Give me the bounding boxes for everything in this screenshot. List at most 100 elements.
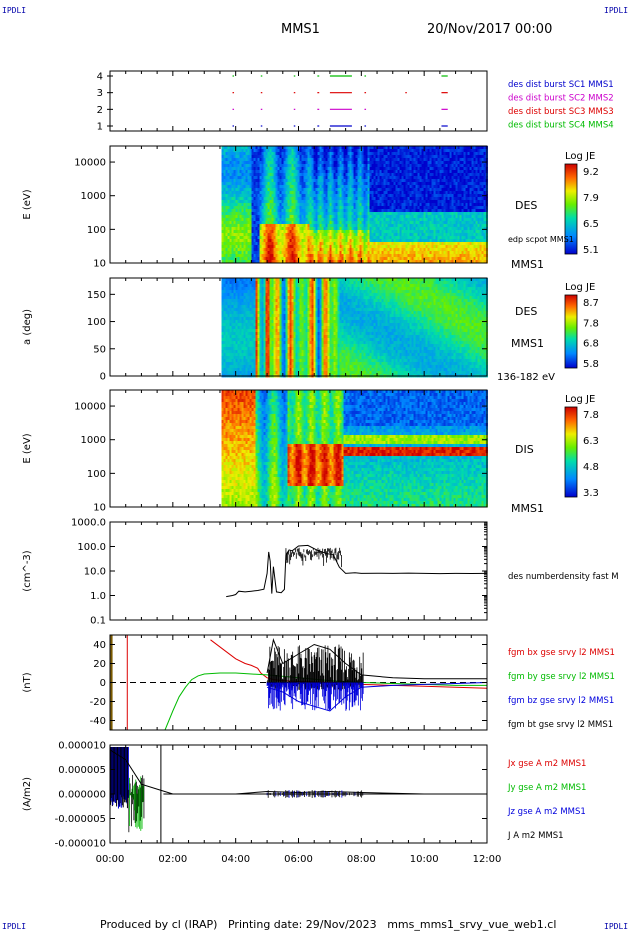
spectrogram-cell xyxy=(245,248,248,252)
spectrogram-cell xyxy=(223,170,226,174)
spectrogram-cell xyxy=(255,242,258,246)
spectrogram-cell xyxy=(251,248,254,252)
spectrogram-cell xyxy=(247,239,250,243)
spectrogram-cell xyxy=(253,194,256,198)
spectrogram-cell xyxy=(259,194,262,198)
spectrogram-cell xyxy=(223,230,226,234)
spectrogram-cell xyxy=(243,245,246,249)
spectrogram-cell xyxy=(227,206,230,210)
spectrogram-cell xyxy=(227,239,230,243)
spectrogram-cell xyxy=(223,155,226,159)
spectrogram-cell xyxy=(255,239,258,243)
spectrogram-cell xyxy=(239,146,242,150)
spectrogram-cell xyxy=(251,218,254,222)
spectrogram-cell xyxy=(243,173,246,177)
spectrogram-cell xyxy=(247,203,250,207)
spectrogram-cell xyxy=(239,203,242,207)
spectrogram-cell xyxy=(223,191,226,195)
spectrogram-cell xyxy=(243,209,246,213)
spectrogram-cell xyxy=(235,164,238,168)
spectrogram-cell xyxy=(245,242,248,246)
spectrogram-cell xyxy=(225,212,228,216)
spectrogram-cell xyxy=(229,215,232,219)
spectrogram-cell xyxy=(257,170,260,174)
spectrogram-cell xyxy=(243,257,246,261)
spectrogram-cell xyxy=(231,155,234,159)
spectrogram-cell xyxy=(245,212,248,216)
spectrogram-cell xyxy=(221,194,224,198)
spectrogram-cell xyxy=(257,260,260,264)
spectrogram-cell xyxy=(245,227,248,231)
spectrogram-cell xyxy=(243,194,246,198)
spectrogram-cell xyxy=(257,257,260,261)
spectrogram-cell xyxy=(259,209,262,213)
spectrogram-cell xyxy=(225,227,228,231)
spectrogram-cell xyxy=(239,236,242,240)
spectrogram-cell xyxy=(243,200,246,204)
spectrogram-cell xyxy=(255,170,258,174)
spectrogram-cell xyxy=(225,236,228,240)
spectrogram-cell xyxy=(237,185,240,189)
spectrogram-cell xyxy=(253,158,256,162)
spectrogram-cell xyxy=(233,173,236,177)
spectrogram-cell xyxy=(239,155,242,159)
spectrogram-cell xyxy=(235,176,238,180)
spectrogram-cell xyxy=(245,224,248,228)
spectrogram-cell xyxy=(253,188,256,192)
spectrogram-cell xyxy=(227,257,230,261)
spectrogram-cell xyxy=(235,215,238,219)
spectrogram-cell xyxy=(247,185,250,189)
spectrogram-cell xyxy=(247,257,250,261)
spectrogram-cell xyxy=(255,215,258,219)
spectrogram-cell xyxy=(231,146,234,150)
spectrogram-cell xyxy=(257,203,260,207)
spectrogram-cell xyxy=(233,257,236,261)
spectrogram-cell xyxy=(251,146,254,150)
spectrogram-cell xyxy=(251,203,254,207)
spectrogram-cell xyxy=(255,200,258,204)
spectrogram-cell xyxy=(245,221,248,225)
spectrogram-cell xyxy=(249,239,252,243)
spectrogram-cell xyxy=(221,164,224,168)
spectrogram-cell xyxy=(243,224,246,228)
spectrogram-cell xyxy=(239,206,242,210)
spectrogram-cell xyxy=(247,245,250,249)
spectrogram-cell xyxy=(235,185,238,189)
spectrogram-cell xyxy=(233,209,236,213)
spectrogram-cell xyxy=(225,149,228,153)
spectrogram-cell xyxy=(229,185,232,189)
spectrogram-cell xyxy=(255,152,258,156)
spectrogram-cell xyxy=(253,152,256,156)
spectrogram-cell xyxy=(223,239,226,243)
spectrogram-cell xyxy=(225,152,228,156)
spectrogram-cell xyxy=(253,245,256,249)
spectrogram-cell xyxy=(239,176,242,180)
spectrogram-cell xyxy=(247,197,250,201)
spectrogram-cell xyxy=(223,206,226,210)
spectrogram-cell xyxy=(231,173,234,177)
spectrogram-cell xyxy=(255,245,258,249)
spectrogram-cell xyxy=(235,224,238,228)
spectrogram-cell xyxy=(223,152,226,156)
spectrogram-cell xyxy=(237,224,240,228)
spectrogram-cell xyxy=(247,152,250,156)
spectrogram-cell xyxy=(223,200,226,204)
spectrogram-cell xyxy=(227,197,230,201)
spectrogram-cell xyxy=(251,176,254,180)
spectrogram-cell xyxy=(255,176,258,180)
spectrogram-cell xyxy=(239,257,242,261)
spectrogram-cell xyxy=(255,236,258,240)
spectrogram-cell xyxy=(227,203,230,207)
spectrogram-cell xyxy=(251,155,254,159)
spectrogram-cell xyxy=(231,200,234,204)
spectrogram-cell xyxy=(237,197,240,201)
spectrogram-cell xyxy=(247,260,250,264)
spectrogram-cell xyxy=(245,257,248,261)
spectrogram-cell xyxy=(221,236,224,240)
spectrogram-cell xyxy=(237,215,240,219)
spectrogram-cell xyxy=(249,170,252,174)
spectrogram-cell xyxy=(231,230,234,234)
spectrogram-cell xyxy=(223,149,226,153)
spectrogram-cell xyxy=(221,245,224,249)
spectrogram-cell xyxy=(249,233,252,237)
